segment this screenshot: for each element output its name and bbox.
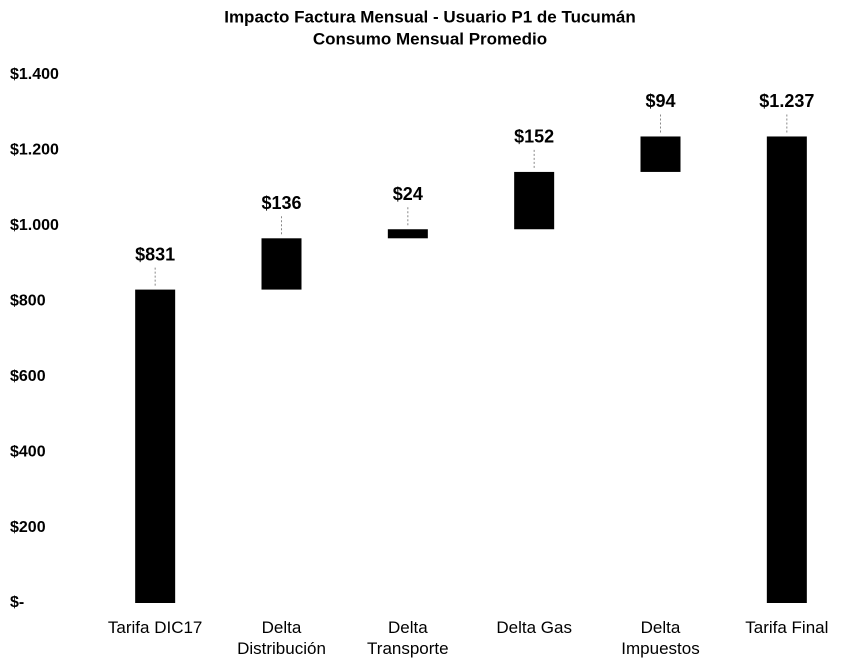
y-tick-label: $1.000 <box>10 217 59 234</box>
x-tick-label: Tarifa Final <box>745 618 829 637</box>
chart-title: Impacto Factura Mensual - Usuario P1 de … <box>224 7 636 26</box>
value-label: $1.237 <box>759 91 814 111</box>
y-tick-label: $400 <box>10 443 46 460</box>
value-label: $24 <box>393 184 423 204</box>
y-tick-label: $200 <box>10 519 46 536</box>
bar <box>135 289 176 603</box>
y-tick-label: $1.400 <box>10 66 59 83</box>
x-tick-label: Delta Distribución <box>237 618 326 658</box>
x-tick-label: Delta Impuestos <box>621 618 700 658</box>
x-tick-label: Tarifa DIC17 <box>107 618 203 637</box>
y-tick-label: $1.200 <box>10 142 59 159</box>
value-label: $152 <box>514 127 554 147</box>
bar <box>387 229 428 239</box>
x-tick-label: Delta Transporte <box>367 618 449 658</box>
bar <box>766 136 807 603</box>
chart-subtitle: Consumo Mensual Promedio <box>313 29 547 48</box>
bar <box>640 136 681 172</box>
value-label: $831 <box>135 244 175 264</box>
value-label: $136 <box>261 193 301 213</box>
y-tick-label: $800 <box>10 293 46 310</box>
value-label: $94 <box>645 91 675 111</box>
x-tick-label: Delta Gas <box>496 618 572 637</box>
bar <box>514 171 555 230</box>
y-tick-label: $600 <box>10 368 46 385</box>
y-tick-label: $- <box>10 594 24 611</box>
bar <box>261 238 302 290</box>
